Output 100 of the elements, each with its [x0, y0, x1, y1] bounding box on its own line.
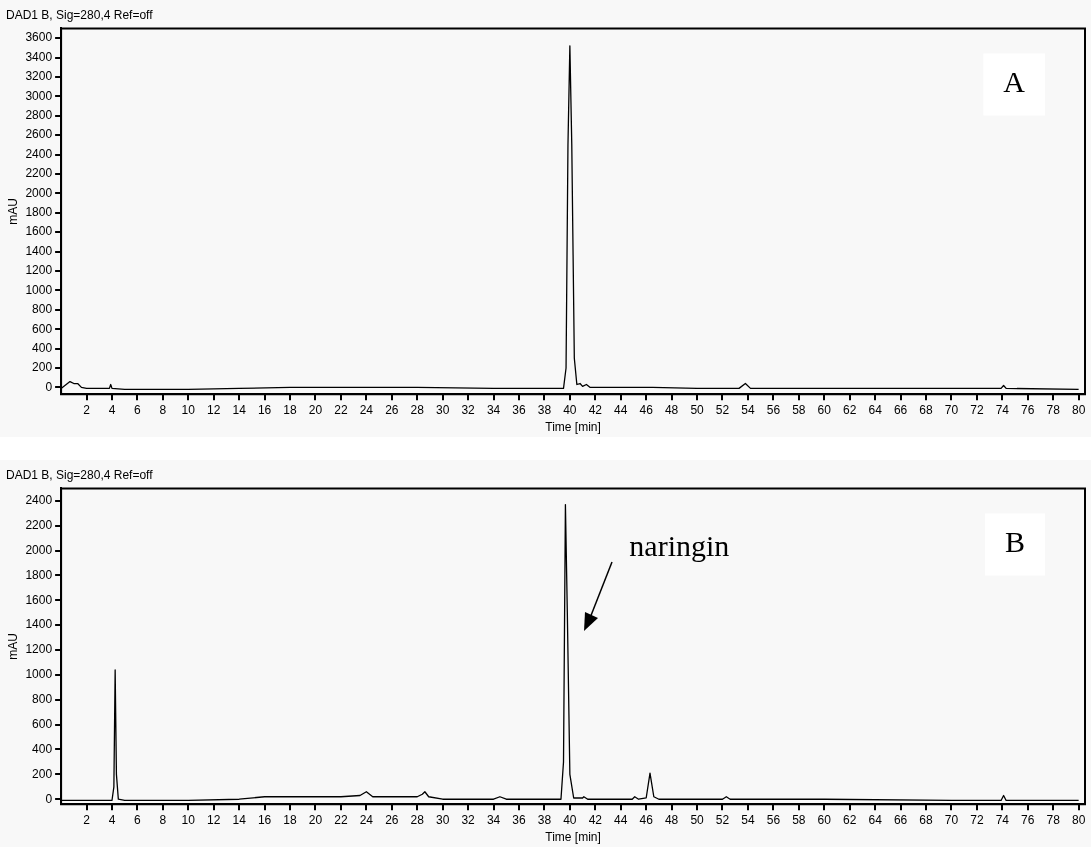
x-tick-label: 78 — [1046, 402, 1061, 417]
y-tick-label: 1200 — [25, 263, 53, 278]
y-tick-label: 2600 — [25, 127, 53, 142]
y-tick-label: 3400 — [25, 49, 53, 64]
x-tick-label: 14 — [232, 402, 247, 417]
x-tick-label: 72 — [970, 812, 984, 827]
annotation: A — [1003, 65, 1026, 99]
x-tick-label: 34 — [486, 402, 501, 417]
y-tick-label: 400 — [32, 741, 53, 756]
y-tick-label: 2200 — [25, 518, 53, 533]
x-tick-label: 56 — [766, 402, 781, 417]
y-tick-label: 2400 — [25, 146, 53, 161]
x-axis-title: Time [min] — [545, 420, 601, 435]
x-tick-label: 34 — [486, 812, 501, 827]
x-tick-label: 44 — [614, 812, 628, 827]
x-tick-label: 72 — [970, 402, 984, 417]
x-tick-label: 12 — [207, 812, 221, 827]
y-tick-label: 2400 — [25, 493, 53, 508]
x-tick-label: 2 — [83, 812, 91, 827]
x-tick-label: 58 — [792, 812, 806, 827]
x-tick-label: 76 — [1021, 812, 1035, 827]
x-tick-label: 48 — [664, 812, 679, 827]
y-tick-label: 3600 — [25, 30, 53, 45]
x-tick-label: 4 — [108, 812, 116, 827]
y-tick-label: 3200 — [25, 69, 53, 84]
x-tick-label: 48 — [664, 402, 679, 417]
x-tick-label: 20 — [308, 812, 323, 827]
x-tick-label: 20 — [308, 402, 323, 417]
x-tick-label: 16 — [257, 402, 272, 417]
y-tick-label: 800 — [32, 302, 53, 317]
x-tick-label: 74 — [995, 812, 1010, 827]
x-tick-label: 26 — [385, 402, 399, 417]
x-tick-label: 64 — [868, 402, 883, 417]
y-tick-label: 1800 — [25, 205, 53, 220]
y-tick-label: 200 — [32, 360, 53, 375]
x-tick-label: 24 — [359, 402, 374, 417]
y-tick-label: 2000 — [25, 542, 53, 557]
y-tick-label: 1800 — [25, 567, 53, 582]
x-tick-label: 28 — [410, 402, 425, 417]
x-tick-label: 46 — [639, 812, 654, 827]
x-tick-label: 22 — [334, 812, 348, 827]
y-tick-label: 1400 — [25, 617, 53, 632]
x-tick-label: 8 — [159, 812, 167, 827]
x-tick-label: 76 — [1021, 402, 1035, 417]
x-tick-label: 40 — [563, 402, 577, 417]
x-tick-label: 12 — [207, 402, 221, 417]
x-tick-label: 46 — [639, 402, 654, 417]
x-tick-label: 80 — [1071, 812, 1086, 827]
x-tick-label: 66 — [893, 402, 908, 417]
x-tick-label: 4 — [108, 402, 116, 417]
x-tick-label: 54 — [741, 402, 755, 417]
x-tick-label: 28 — [410, 812, 425, 827]
x-tick-label: 6 — [134, 402, 142, 417]
chart-title: DAD1 B, Sig=280,4 Ref=off — [6, 467, 154, 482]
y-tick-label: 400 — [32, 340, 53, 355]
x-tick-label: 42 — [588, 812, 603, 827]
x-tick-label: 18 — [283, 812, 298, 827]
x-tick-label: 14 — [232, 812, 247, 827]
x-tick-label: 16 — [257, 812, 272, 827]
y-tick-label: 3000 — [25, 88, 53, 103]
x-tick-label: 50 — [690, 402, 705, 417]
x-tick-label: 50 — [690, 812, 705, 827]
y-tick-label: 600 — [32, 321, 53, 336]
y-tick-label: 1600 — [25, 224, 53, 239]
x-tick-label: 68 — [919, 812, 933, 827]
annotation: naringin — [629, 529, 730, 563]
y-tick-label: 1000 — [25, 282, 53, 297]
x-tick-label: 18 — [283, 402, 298, 417]
y-tick-label: 1400 — [25, 243, 53, 258]
x-tick-label: 52 — [715, 812, 730, 827]
y-axis-title: mAU — [5, 197, 20, 225]
x-tick-label: 40 — [563, 812, 577, 827]
y-tick-label: 2800 — [25, 108, 53, 123]
y-tick-label: 200 — [32, 766, 53, 781]
x-tick-label: 74 — [995, 402, 1010, 417]
x-axis-title: Time [min] — [545, 830, 601, 845]
x-tick-label: 30 — [436, 812, 450, 827]
x-tick-label: 32 — [461, 402, 476, 417]
y-tick-label: 0 — [45, 379, 53, 394]
x-tick-label: 6 — [134, 812, 142, 827]
y-tick-label: 1200 — [25, 642, 53, 657]
x-tick-label: 10 — [181, 812, 196, 827]
x-tick-label: 30 — [436, 402, 450, 417]
x-tick-label: 80 — [1071, 402, 1086, 417]
x-tick-label: 32 — [461, 812, 476, 827]
x-tick-label: 68 — [919, 402, 933, 417]
x-tick-label: 56 — [766, 812, 781, 827]
y-tick-label: 1600 — [25, 592, 53, 607]
x-tick-label: 38 — [537, 402, 552, 417]
x-tick-label: 58 — [792, 402, 806, 417]
x-tick-label: 26 — [385, 812, 399, 827]
x-tick-label: 70 — [944, 812, 959, 827]
x-tick-label: 8 — [159, 402, 167, 417]
x-tick-label: 36 — [512, 402, 526, 417]
y-tick-label: 800 — [32, 692, 53, 707]
x-tick-label: 22 — [334, 402, 348, 417]
chart-title: DAD1 B, Sig=280,4 Ref=off — [6, 7, 154, 22]
x-tick-label: 60 — [817, 812, 832, 827]
x-tick-label: 64 — [868, 812, 883, 827]
x-tick-label: 52 — [715, 402, 730, 417]
